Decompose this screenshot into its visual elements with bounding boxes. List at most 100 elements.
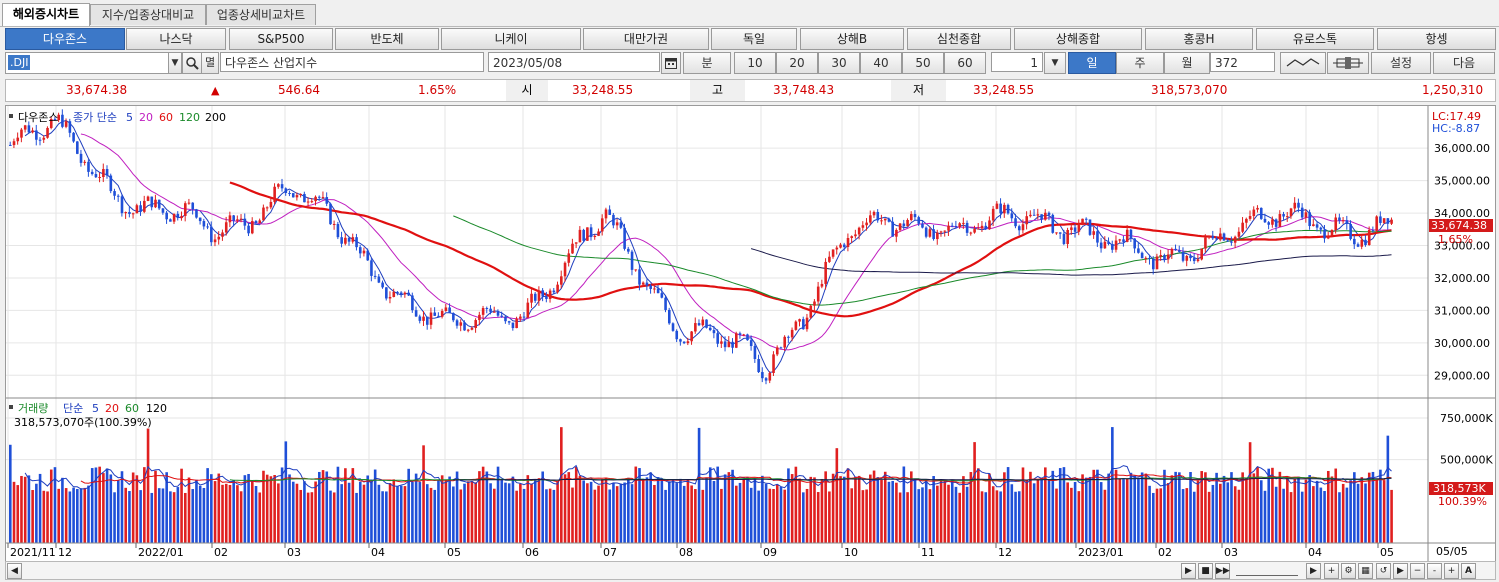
zoom-out-icon[interactable]: − [1410, 563, 1425, 579]
market-button-5[interactable]: 대만가권 [583, 28, 709, 50]
market-button-7[interactable]: 상해B [800, 28, 904, 50]
volume-bar [440, 475, 444, 543]
minute-button[interactable]: 분 [683, 52, 731, 74]
minute-option-3[interactable]: 40 [860, 52, 902, 74]
volume-bar [262, 470, 265, 543]
volume-bar [690, 485, 693, 543]
unit-dropdown-icon[interactable]: ▼ [1044, 52, 1066, 74]
undo-icon[interactable]: ↺ [1376, 563, 1391, 579]
scroll-right-icon[interactable]: ▶ [1393, 563, 1408, 579]
gear-icon[interactable]: ⚙ [1341, 563, 1356, 579]
legend-ma200: 200 [205, 111, 226, 124]
layout-icon[interactable]: ▦ [1358, 563, 1373, 579]
candle-body [1170, 248, 1174, 255]
volume-bar [452, 486, 455, 543]
volume-bar [1382, 480, 1386, 543]
volume-bar [90, 468, 94, 543]
market-button-2[interactable]: S&P500 [229, 28, 333, 50]
next-button[interactable]: 다음 [1433, 52, 1495, 74]
market-button-0[interactable]: 다우존스 [5, 28, 125, 50]
period-month[interactable]: 월 [1164, 52, 1210, 74]
volume-bar [712, 481, 716, 543]
volume-bar [1353, 472, 1356, 543]
symbol-dropdown-icon[interactable]: ▼ [168, 52, 182, 74]
market-button-6[interactable]: 독일 [711, 28, 797, 50]
play-forward-icon[interactable]: ▶ [1181, 563, 1196, 579]
candle-body [16, 137, 20, 142]
search-icon[interactable] [182, 52, 202, 74]
minute-option-4[interactable]: 50 [902, 52, 944, 74]
volume-bar [679, 478, 682, 543]
price-tick-label: 30,000.00 [1434, 337, 1490, 350]
candle-body [738, 333, 742, 335]
market-button-1[interactable]: 나스닥 [126, 28, 226, 50]
chart-area[interactable]: 29,000.00 30,000.00 31,000.00 32,000.00 33,0… [5, 105, 1496, 562]
market-button-11[interactable]: 유로스톡 [1256, 28, 1374, 50]
market-button-9[interactable]: 상해종합 [1014, 28, 1142, 50]
volume-bar [437, 479, 440, 543]
tab-index-compare[interactable]: 지수/업종상대비교 [90, 4, 206, 25]
volume-bar [455, 471, 459, 543]
candle-body [1118, 239, 1122, 241]
zoom-slider[interactable] [1236, 565, 1298, 576]
horizontal-scrollbar[interactable]: ◀ ▶ ■ ▶▶ ▶ + ⚙ ▦ ↺ ▶ − - + A [5, 561, 1496, 580]
candle-body [23, 125, 27, 130]
minute-option-1[interactable]: 20 [776, 52, 818, 74]
candle-body [295, 195, 299, 198]
volume-bar [936, 485, 939, 543]
font-size-icon[interactable]: A [1461, 563, 1476, 579]
tab-overseas-chart[interactable]: 해외증시차트 [2, 3, 90, 26]
market-button-8[interactable]: 심천종합 [907, 28, 1011, 50]
calendar-icon[interactable] [661, 52, 681, 74]
volume-bar [254, 486, 258, 543]
symbol-field[interactable]: .DJI [5, 52, 170, 74]
volume-bar [407, 468, 410, 543]
volume-bar [519, 483, 522, 543]
minute-option-0[interactable]: 10 [734, 52, 776, 74]
volume-bar [805, 488, 809, 543]
volume-bar [746, 477, 749, 543]
chart-svg[interactable]: 29,000.00 30,000.00 31,000.00 32,000.00 33,0… [6, 106, 1495, 561]
volume-bar [1133, 475, 1136, 543]
volume-bar [1055, 488, 1058, 543]
symbol-memo-button[interactable]: 멸 [201, 52, 219, 74]
volume-bar [1003, 472, 1006, 543]
hc-label: HC:-8.87 [1432, 122, 1480, 135]
volume-bar [444, 479, 448, 543]
period-day[interactable]: 일 [1068, 52, 1116, 74]
candle-body [247, 225, 250, 234]
volume-bar [809, 476, 813, 543]
crosshair-icon[interactable]: + [1324, 563, 1339, 579]
market-button-12[interactable]: 항셍 [1377, 28, 1496, 50]
chart-type-icon[interactable] [1280, 52, 1326, 74]
market-button-3[interactable]: 반도체 [335, 28, 439, 50]
candle-body [548, 290, 552, 299]
candle-body [269, 201, 273, 208]
fast-forward-icon[interactable]: ▶▶ [1215, 563, 1230, 579]
scroll-right-small-icon[interactable]: ▶ [1306, 563, 1321, 579]
volume-bar [775, 484, 779, 543]
market-button-10[interactable]: 홍콩H [1145, 28, 1253, 50]
candle-body [224, 222, 228, 233]
volume-bar [697, 427, 701, 543]
volume-bar [1140, 472, 1144, 543]
tab-sector-compare[interactable]: 업종상세비교차트 [206, 4, 316, 25]
zoom-in-icon[interactable]: + [1444, 563, 1459, 579]
volume-bar [27, 475, 31, 543]
volume-bar [422, 445, 425, 543]
unit-input[interactable]: 1 [991, 52, 1043, 72]
minute-option-2[interactable]: 30 [818, 52, 860, 74]
candle-body [727, 341, 731, 348]
candle-body [798, 319, 801, 322]
minute-option-5[interactable]: 60 [944, 52, 986, 74]
date-field[interactable]: 2023/05/08 [488, 52, 660, 72]
market-button-4[interactable]: 니케이 [441, 28, 581, 50]
indicator-icon[interactable] [1327, 52, 1369, 74]
candle-body [1360, 239, 1364, 247]
scroll-left-icon[interactable]: ◀ [7, 563, 22, 579]
count-input[interactable]: 372 [1210, 52, 1275, 72]
stop-icon[interactable]: ■ [1198, 563, 1213, 579]
zoom-minus-icon[interactable]: - [1427, 563, 1442, 579]
settings-button[interactable]: 설정 [1371, 52, 1431, 74]
period-week[interactable]: 주 [1116, 52, 1164, 74]
